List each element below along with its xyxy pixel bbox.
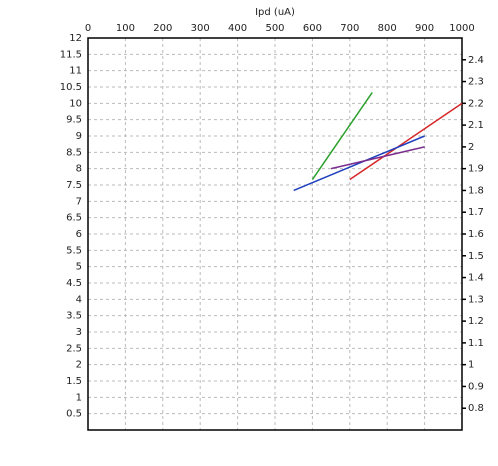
x-tick-label: 600 [303, 23, 322, 34]
y-tick-label: 5 [76, 262, 82, 273]
y-tick-label: 4 [76, 294, 82, 305]
y-tick-label: 4.5 [66, 278, 82, 289]
x-tick-label: 900 [415, 23, 434, 34]
y-tick-label: 1.5 [66, 376, 82, 387]
x-tick-label: 200 [153, 23, 172, 34]
y2-tick-label: 1.3 [468, 294, 484, 305]
x-tick-label: 700 [340, 23, 359, 34]
x-tick-label: 400 [228, 23, 247, 34]
x-axis-label: Ipd (uA) [255, 7, 295, 18]
y2-tick-label: 1.2 [468, 316, 484, 327]
plot-frame [87, 37, 463, 431]
y2-tick-label: 1.9 [468, 164, 484, 175]
series-line [330, 146, 425, 170]
y2-tick-label: 2.3 [468, 77, 484, 88]
y2-tick-label: 2.1 [468, 120, 484, 131]
y-tick-label: 0.5 [66, 409, 82, 420]
y-tick-label: 7.5 [66, 180, 82, 191]
y2-tick-label: 1 [468, 360, 474, 371]
y2-tick-label: 2 [468, 142, 474, 153]
y-tick-label: 3.5 [66, 311, 82, 322]
y-tick-label: 5.5 [66, 245, 82, 256]
x-tick-label: 1000 [449, 23, 474, 34]
x-tick-label: 100 [116, 23, 135, 34]
x-tick-label: 0 [85, 23, 91, 34]
y2-tick-label: 1.8 [468, 185, 484, 196]
y2-tick-label: 1.6 [468, 229, 484, 240]
y-tick-label: 12 [69, 33, 82, 44]
y-tick-label: 8 [76, 164, 82, 175]
y-tick-label: 3 [76, 327, 82, 338]
y-tick-label: 11.5 [60, 49, 82, 60]
y2-tick-label: 1.1 [468, 338, 484, 349]
y-tick-label: 8.5 [66, 147, 82, 158]
y-tick-label: 6 [76, 229, 82, 240]
x-tick-label: 300 [191, 23, 210, 34]
y2-tick-label: 1.5 [468, 251, 484, 262]
y-tick-label: 1 [76, 392, 82, 403]
y2-tick-label: 2.2 [468, 98, 484, 109]
y-tick-label: 9 [76, 131, 82, 142]
series-line [293, 135, 425, 192]
y2-tick-label: 0.8 [468, 403, 484, 414]
x-tick-label: 500 [265, 23, 284, 34]
y2-tick-label: 0.9 [468, 381, 484, 392]
y2-tick-label: 1.7 [468, 207, 484, 218]
series-line [311, 92, 373, 180]
y2-tick-label: 2.4 [468, 55, 484, 66]
y-tick-label: 2 [76, 360, 82, 371]
x-tick-label: 800 [378, 23, 397, 34]
y-tick-label: 10 [69, 98, 82, 109]
y-tick-label: 6.5 [66, 213, 82, 224]
series-line [349, 102, 463, 181]
y2-tick-label: 1.4 [468, 273, 484, 284]
y-tick-label: 10.5 [60, 82, 82, 93]
y-tick-label: 11 [69, 66, 82, 77]
y-tick-label: 2.5 [66, 343, 82, 354]
y-tick-label: 7 [76, 196, 82, 207]
y-tick-label: 9.5 [66, 115, 82, 126]
